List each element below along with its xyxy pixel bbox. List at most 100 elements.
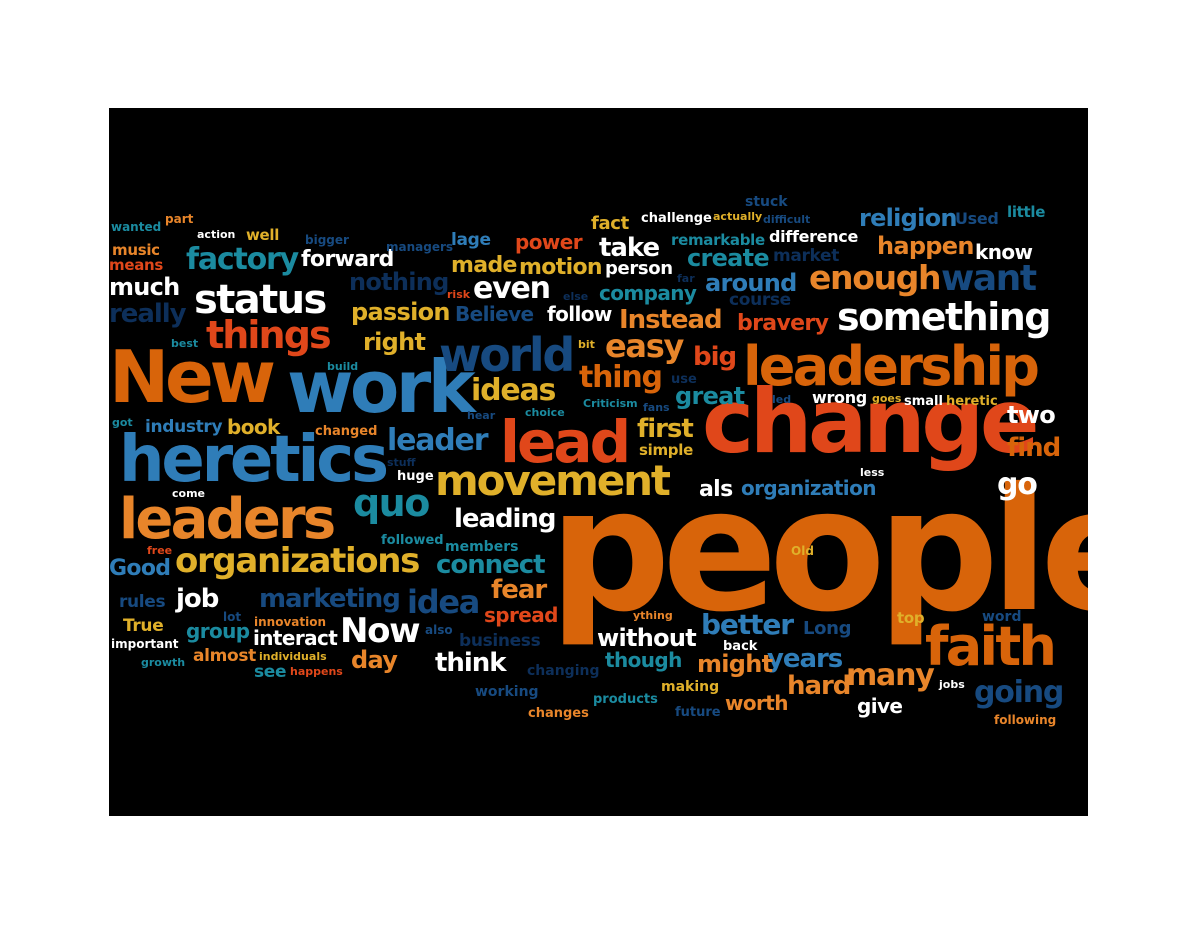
word-means: means [109,256,164,274]
word-think: think [435,648,506,678]
word-made: made [451,253,517,278]
word-might: might [697,650,773,678]
word-though: though [605,648,682,672]
word-word: word [982,609,1022,625]
word-market: market [773,246,840,266]
word-enough: enough [809,258,942,297]
word-members: members [445,539,519,555]
word-day: day [351,646,398,674]
word-marketing: marketing [259,584,401,614]
word-good: Good [109,556,171,581]
word-difficult: difficult [763,213,811,226]
word-people: people [549,452,1088,650]
word-making: making [661,679,720,695]
word-years: years [767,644,843,674]
word-give: give [857,694,903,718]
word-managers: managers [386,240,454,254]
word-connect: connect [436,550,546,580]
word-much: much [109,273,180,301]
word-new: New [109,335,276,419]
word-hear: hear [467,409,496,422]
word-organizations: organizations [175,541,420,581]
word-follow: follow [547,302,612,326]
word-future: future [675,705,721,720]
word-changes: changes [528,706,589,721]
word-true: True [123,616,164,636]
word-fans: fans [643,401,670,414]
word-book: book [227,415,280,439]
word-heretic: heretic [946,394,998,409]
word-risk: risk [447,288,471,301]
word-als: als [699,477,733,502]
word-work: work [287,345,476,429]
word-less: less [860,466,885,479]
word-something: something [837,295,1051,339]
word-rules: rules [119,592,166,612]
word-almost: almost [193,646,256,666]
word-really: really [109,299,187,329]
word-want: want [941,258,1037,299]
word-got: got [112,416,133,429]
word-without: without [597,624,697,652]
word-choice: choice [525,406,565,419]
word-person: person [605,258,673,279]
word-know: know [975,240,1033,264]
word-spread: spread [484,603,558,627]
word-going: going [974,675,1064,710]
word-cloud: people change New work heretics leadersh… [109,108,1088,816]
word-bravery: bravery [737,311,829,336]
word-leading: leading [454,504,557,534]
word-organization: organization [741,476,876,500]
word-challenge: challenge [641,211,712,226]
word-build: build [327,360,359,373]
word-status: status [194,277,327,323]
word-growth: growth [141,656,186,669]
word-use: use [671,372,697,387]
word-faith: faith [925,615,1057,678]
word-leaders: leaders [119,487,336,552]
word-factory: factory [186,242,299,277]
word-jobs: jobs [939,678,965,691]
word-little: little [1007,203,1046,221]
word-lage: lage [451,230,491,250]
word-working: working [475,684,539,700]
word-top: top [897,609,925,627]
word-wrong: wrong [812,388,867,407]
word-important: important [111,637,179,651]
word-company: company [599,281,697,305]
word-worth: worth [725,691,788,715]
word-forward: forward [301,247,394,272]
word-difference: difference [769,227,858,246]
word-stuck: stuck [745,194,788,210]
word-fact: fact [591,213,629,234]
word-religion: religion [859,204,958,232]
word-well: well [246,226,280,244]
word-great: great [675,382,745,410]
word-better: better [701,608,794,641]
word-actually: actually [713,210,763,223]
word-group: group [186,619,250,643]
word-changing: changing [527,663,600,679]
word-goes: goes [872,392,902,405]
word-ything: ything [633,609,673,622]
word-fear: fear [491,575,547,605]
word-world: world [439,328,575,382]
word-hard: hard [787,671,851,701]
word-big: big [693,342,737,372]
word-even: even [473,271,551,306]
word-bigger: bigger [305,233,349,247]
word-changed: changed [315,424,378,439]
word-leader: leader [387,423,489,458]
word-idea: idea [407,583,480,621]
word-old: Old [791,544,814,558]
word-innovation: innovation [254,615,326,629]
word-back: back [723,639,758,654]
word-criticism: Criticism [583,397,638,410]
word-now: Now [340,611,421,651]
word-industry: industry [145,417,223,437]
word-believe: Believe [455,302,534,326]
word-small: small [904,394,943,409]
word-action: action [197,228,236,241]
word-lot: lot [223,610,242,624]
word-two: two [1007,401,1056,429]
